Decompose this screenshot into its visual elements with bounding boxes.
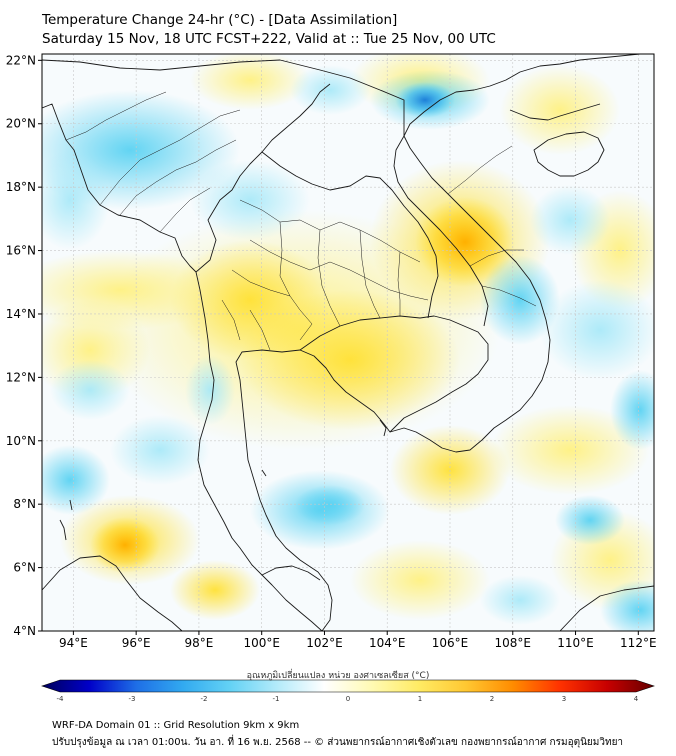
- provinces-thailand: [221, 199, 429, 351]
- lat-label: 22°N: [6, 53, 36, 67]
- lon-label: 98°E: [184, 636, 213, 650]
- lon-label: 100°E: [243, 636, 280, 650]
- border-myanmar-thai: [195, 83, 331, 273]
- title-line-2: Saturday 15 Nov, 18 UTC FCST+222, Valid …: [42, 31, 496, 47]
- lat-label: 18°N: [6, 180, 36, 194]
- lon-label: 112°E: [620, 636, 657, 650]
- colorbar-tick-label: 4: [634, 695, 639, 703]
- border-thai-malaysia: [261, 565, 321, 581]
- lat-lon-grid: [42, 54, 654, 632]
- footer-line-2: ปรับปรุงข้อมูล ณ เวลา 01:00น. วัน อา. ที…: [52, 737, 624, 748]
- colorbar-tick-label: -3: [129, 695, 136, 703]
- latitude-labels: 22°N 20°N 18°N 16°N 14°N 12°N 10°N 8°N 6°N 4°N: [6, 53, 42, 638]
- island-kohsamui: [261, 469, 267, 477]
- colorbar-tick-label: 0: [346, 695, 350, 703]
- provinces-region: [65, 91, 537, 307]
- lat-label: 10°N: [6, 434, 36, 448]
- lat-label: 8°N: [13, 497, 36, 511]
- coastline-west: [42, 103, 323, 631]
- coastline-sumatra: [42, 555, 183, 631]
- longitude-labels: 94°E 96°E 98°E 100°E 102°E 104°E 106°E 108°E 110…: [59, 631, 657, 650]
- lon-label: 106°E: [432, 636, 469, 650]
- lat-label: 16°N: [6, 244, 36, 258]
- title-line-1: Temperature Change 24-hr (°C) - [Data As…: [42, 12, 398, 28]
- island-hainan: [533, 131, 605, 177]
- colorbar-tick-label: 2: [490, 695, 494, 703]
- border-myanmar-china: [42, 59, 405, 136]
- coastline-borders: [42, 54, 654, 631]
- lon-label: 110°E: [557, 636, 594, 650]
- lat-label: 20°N: [6, 117, 36, 131]
- coastline-gulf: [235, 54, 641, 631]
- colorbar-tick-label: 3: [562, 695, 566, 703]
- temperature-field: [42, 54, 654, 631]
- border-laos-vietnam: [393, 135, 489, 327]
- colorbar-tick-label: -1: [273, 695, 280, 703]
- colorbar-tick-label: -4: [57, 695, 65, 703]
- colorbar-bar: [41, 679, 655, 693]
- lat-label: 14°N: [6, 307, 36, 321]
- coastline-tonkin: [509, 103, 601, 121]
- island-andaman: [59, 499, 73, 541]
- colorbar-title: อุณหภูมิเปลี่ยนแปลง หน่วย องศาเซลเซียส (…: [246, 671, 430, 681]
- border-cambodia-vietnam: [389, 319, 489, 433]
- coastline-borneo: [559, 585, 654, 631]
- map-frame: [41, 53, 655, 632]
- lon-label: 108°E: [495, 636, 532, 650]
- footer-line-1: WRF-DA Domain 01 :: Grid Resolution 9km …: [52, 720, 300, 731]
- colorbar-ticks: -4 -3 -2 -1 0 1 2 3 4: [57, 695, 639, 703]
- colorbar-tick-label: -2: [201, 695, 208, 703]
- lon-label: 96°E: [122, 636, 151, 650]
- lon-label: 94°E: [59, 636, 88, 650]
- lat-label: 4°N: [13, 624, 36, 638]
- border-thai-laos: [261, 151, 439, 319]
- colorbar: -4 -3 -2 -1 0 1 2 3 4: [41, 679, 655, 703]
- map-figure: 22°N 20°N 18°N 16°N 14°N 12°N 10°N 8°N 6°N 4°N 94…: [6, 53, 657, 703]
- lon-label: 104°E: [369, 636, 406, 650]
- island-phuquoc: [379, 419, 387, 437]
- lat-label: 6°N: [13, 561, 36, 575]
- lat-label: 12°N: [6, 370, 36, 384]
- colorbar-tick-label: 1: [418, 695, 422, 703]
- lon-label: 102°E: [306, 636, 343, 650]
